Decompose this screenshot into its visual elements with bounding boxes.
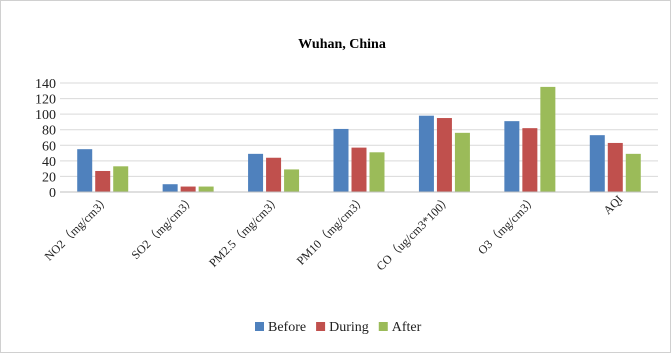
bar-during-3 bbox=[351, 147, 367, 192]
bar-during-1 bbox=[180, 186, 196, 192]
bar-after-4 bbox=[454, 132, 470, 192]
x-category-label: PM10（mg/cm3） bbox=[294, 192, 369, 267]
bar-during-2 bbox=[266, 157, 282, 192]
bar-before-1 bbox=[162, 184, 178, 192]
x-category-label: SO2（mg/cm3） bbox=[128, 192, 198, 262]
x-axis-category-labels: NO2（mg/cm3） SO2（mg/cm3） PM2.5（mg/cm3） PM10（… bbox=[42, 192, 626, 273]
y-tick-label: 20 bbox=[42, 170, 56, 185]
bar-after-3 bbox=[369, 152, 385, 192]
bar-before-4 bbox=[418, 115, 434, 192]
legend-swatch-after bbox=[378, 322, 388, 331]
y-tick-label: 120 bbox=[35, 93, 56, 108]
bar-after-6 bbox=[625, 153, 641, 192]
y-tick-label: 0 bbox=[49, 186, 56, 201]
y-tick-label: 140 bbox=[35, 77, 56, 92]
bar-during-6 bbox=[607, 142, 623, 192]
legend-label-during: During bbox=[329, 320, 369, 335]
gridlines bbox=[60, 82, 658, 177]
legend-swatch-during bbox=[316, 322, 326, 331]
chart-title: Wuhan, China bbox=[298, 37, 386, 52]
bar-during-4 bbox=[436, 118, 452, 192]
bar-before-3 bbox=[333, 128, 349, 192]
legend-label-before: Before bbox=[268, 320, 306, 335]
bar-after-2 bbox=[284, 169, 300, 192]
x-category-label: NO2（mg/cm3） bbox=[42, 192, 113, 263]
y-tick-label: 80 bbox=[42, 124, 56, 139]
x-category-label: CO（ug/cm3*100） bbox=[373, 192, 454, 273]
x-category-label: PM2.5（mg/cm3） bbox=[206, 192, 284, 270]
x-category-label: AQI bbox=[600, 192, 625, 217]
y-tick-label: 100 bbox=[35, 108, 56, 123]
bar-during-5 bbox=[522, 128, 538, 192]
legend: Before During After bbox=[255, 320, 422, 335]
bars bbox=[77, 86, 641, 192]
y-tick-label: 40 bbox=[42, 155, 56, 170]
bar-before-6 bbox=[589, 135, 605, 192]
bar-during-0 bbox=[95, 170, 111, 192]
bar-after-1 bbox=[198, 186, 214, 192]
x-category-label: O3（mg/cm3） bbox=[475, 192, 540, 257]
bar-before-0 bbox=[77, 149, 93, 192]
bar-before-2 bbox=[248, 153, 264, 192]
bar-before-5 bbox=[504, 121, 520, 192]
legend-label-after: After bbox=[392, 320, 422, 335]
bar-after-0 bbox=[113, 166, 129, 192]
bar-after-5 bbox=[540, 86, 556, 192]
y-tick-label: 60 bbox=[42, 139, 56, 154]
legend-swatch-before bbox=[255, 322, 264, 331]
